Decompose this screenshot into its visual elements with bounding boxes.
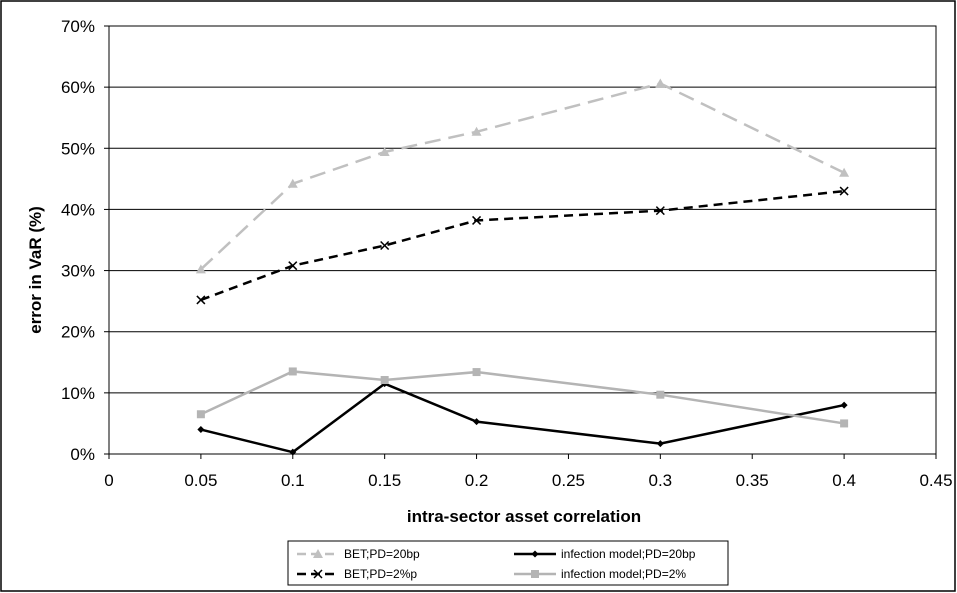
data-point	[655, 78, 666, 88]
marker-stroke	[472, 215, 482, 225]
data-point	[839, 186, 849, 196]
data-point	[471, 126, 482, 136]
data-point	[655, 206, 665, 216]
data-point	[289, 448, 297, 456]
data-point	[196, 295, 206, 305]
x-tick-label: 0.15	[368, 471, 401, 490]
x-tick-label: 0.2	[465, 471, 489, 490]
y-tick-label: 20%	[61, 323, 95, 342]
marker-stroke	[196, 295, 206, 305]
data-point	[472, 215, 482, 225]
data-point	[288, 261, 298, 271]
data-point	[380, 240, 390, 251]
data-point	[656, 390, 665, 399]
y-tick-label: 10%	[61, 384, 95, 403]
data-point	[288, 367, 297, 376]
legend: BET;PD=20bp infection model;PD=20bp BET;PD…	[287, 540, 729, 586]
legend-swatch-marker	[313, 569, 323, 579]
y-axis-title: error in VaR (%)	[26, 206, 45, 334]
data-point	[379, 146, 390, 156]
legend-label: BET;PD=2%p	[344, 567, 417, 581]
x-tick-label: 0.1	[281, 471, 305, 490]
data-point	[197, 426, 205, 434]
legend-swatch-marker	[531, 550, 539, 558]
data-point	[380, 376, 389, 385]
plot-border	[108, 25, 937, 455]
x-tick-label: 0.05	[184, 471, 217, 490]
series-line	[200, 82, 845, 271]
legend-box	[287, 540, 729, 586]
legend-label: BET;PD=20bp	[344, 547, 420, 561]
data-point	[196, 410, 205, 419]
x-tick-label: 0	[104, 471, 113, 490]
legend-swatch-marker	[313, 549, 323, 558]
series-line	[200, 370, 845, 425]
y-tick-label: 50%	[61, 139, 95, 158]
x-axis-title: intra-sector asset correlation	[407, 507, 641, 526]
data-point	[287, 178, 298, 188]
y-tick-label: 0%	[70, 445, 95, 464]
data-point	[473, 418, 481, 426]
x-tick-label: 0.35	[736, 471, 769, 490]
legend-label: infection model;PD=2%	[561, 567, 686, 581]
marker-stroke	[288, 261, 298, 271]
y-tick-label: 40%	[61, 200, 95, 219]
marker-stroke	[655, 206, 665, 216]
series-line	[200, 189, 845, 302]
data-point	[839, 167, 850, 177]
x-tick-label: 0.25	[552, 471, 585, 490]
data-point	[840, 401, 848, 409]
legend-label: infection model;PD=20bp	[561, 547, 696, 561]
data-point	[656, 440, 664, 448]
marker-stroke	[313, 569, 323, 579]
y-tick-label: 30%	[61, 262, 95, 281]
x-tick-label: 0.3	[649, 471, 673, 490]
data-point	[840, 419, 849, 428]
data-point	[195, 264, 206, 274]
series-line	[200, 382, 845, 454]
plot-area: 0 0.05 0.1 0.15 0.2 0.25 0.3 0.35 0.4 0.45 0% 10% 20…	[61, 17, 953, 490]
legend-swatch-marker	[531, 570, 539, 578]
y-tick-label: 60%	[61, 78, 95, 97]
marker-stroke	[380, 240, 390, 251]
marker-stroke	[839, 186, 849, 196]
x-tick-label: 0.45	[919, 471, 952, 490]
y-tick-label: 70%	[61, 17, 95, 36]
x-tick-label: 0.4	[832, 471, 856, 490]
data-point	[472, 368, 481, 377]
